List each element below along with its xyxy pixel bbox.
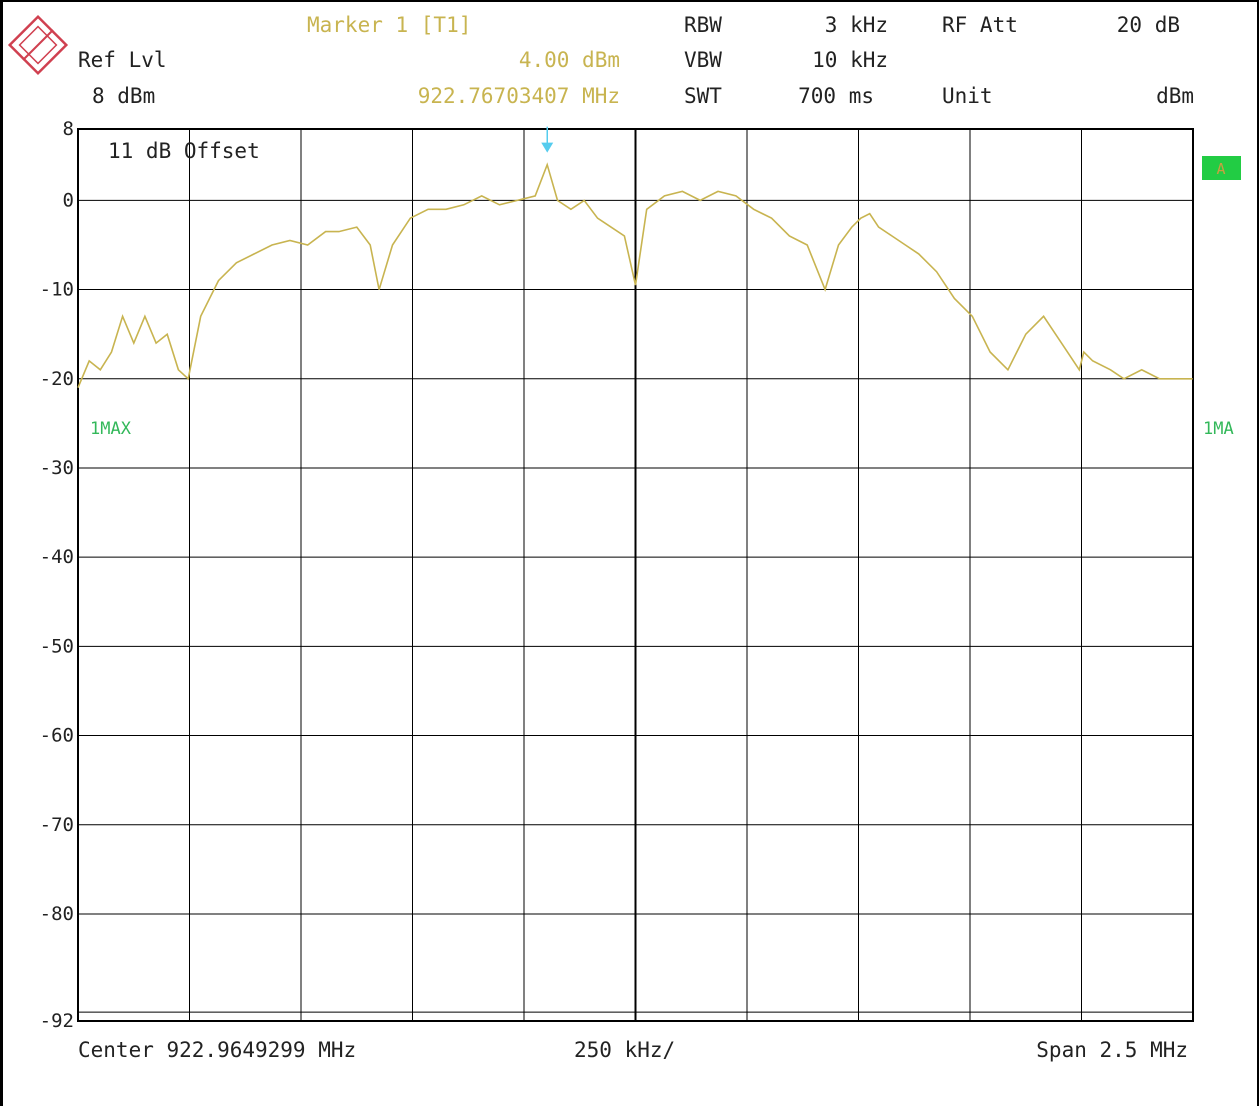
marker-level: 4.00 dBm xyxy=(518,48,620,72)
trace-badge-text: A xyxy=(1216,160,1225,178)
vbw-value: 10 kHz xyxy=(812,48,888,72)
trace-badge: A xyxy=(1202,156,1241,180)
rf-att-label: RF Att xyxy=(942,13,1018,37)
chart-grid xyxy=(77,128,1194,1022)
y-tick-label: -40 xyxy=(40,546,74,568)
unit-label: Unit xyxy=(942,84,993,108)
center-frequency: Center 922.9649299 MHz xyxy=(78,1038,356,1062)
marker-arrow-icon xyxy=(541,142,554,153)
rbw-value: 3 kHz xyxy=(824,13,888,37)
swt-value: 700 ms xyxy=(798,84,874,108)
vbw-label: VBW xyxy=(684,48,722,72)
y-tick-label: 8 xyxy=(63,118,74,140)
swt-label: SWT xyxy=(684,84,722,108)
y-tick-label: 0 xyxy=(63,189,74,211)
per-division: 250 kHz/ xyxy=(574,1038,675,1062)
rohde-schwarz-logo-icon xyxy=(7,14,69,76)
offset-note: 11 dB Offset xyxy=(108,139,260,163)
trace-line xyxy=(77,162,1193,389)
y-axis-ticks: 8 0 -10 -20 -30 -40 -50 -60 -70 -80 -92 xyxy=(40,118,74,1032)
marker-title: Marker 1 [T1] xyxy=(307,13,472,37)
y-tick-label: -80 xyxy=(40,903,74,925)
y-tick-label: -50 xyxy=(40,635,74,657)
y-tick-label: -10 xyxy=(40,279,74,301)
ref-lvl-label: Ref Lvl xyxy=(78,48,167,72)
y-tick-label: -30 xyxy=(40,457,74,479)
y-tick-label: -92 xyxy=(40,1010,74,1032)
trace-label-left: 1MAX xyxy=(90,419,132,439)
y-tick-label: -70 xyxy=(40,814,74,836)
trace-label-right: 1MA xyxy=(1203,419,1234,439)
y-tick-label: -20 xyxy=(40,368,74,390)
span-label: Span 2.5 MHz xyxy=(1036,1038,1188,1062)
ref-lvl-value: 8 dBm xyxy=(92,84,156,108)
rf-att-value: 20 dB xyxy=(1116,13,1180,37)
marker-frequency: 922.76703407 MHz xyxy=(417,84,620,108)
rbw-label: RBW xyxy=(684,13,722,37)
unit-value: dBm xyxy=(1156,84,1194,108)
marker-1 xyxy=(541,126,554,153)
y-tick-label: -60 xyxy=(40,725,74,747)
